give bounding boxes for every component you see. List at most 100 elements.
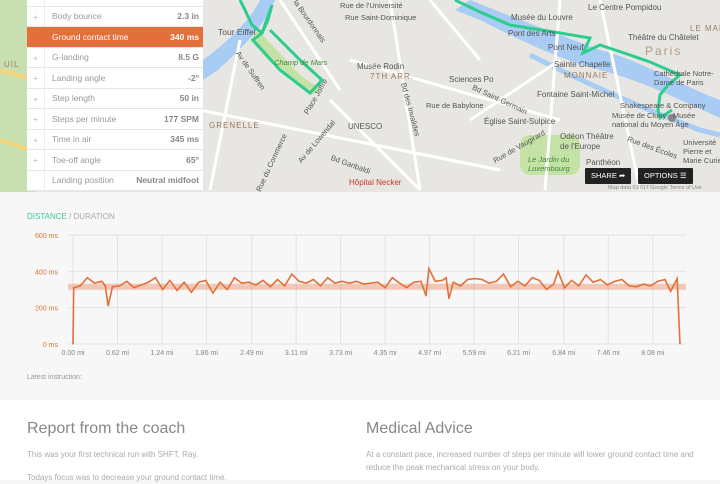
metric-row[interactable]: + G-landing 8.5 G — [27, 47, 203, 68]
data-point — [205, 279, 207, 282]
data-point — [334, 282, 336, 284]
data-point — [107, 305, 109, 307]
map-credit: Map data ©2017 Google Terms of Use — [608, 185, 702, 191]
metric-value: 8.5 G — [178, 52, 199, 63]
menu-icon: ☰ — [679, 171, 687, 180]
x-tick-label: 0.62 mi — [106, 350, 129, 357]
title-separator: / — [66, 212, 74, 221]
map-label: Hôpital Necker — [349, 178, 402, 187]
metric-label: Step length — [52, 93, 96, 104]
metric-label: Steps per minute — [52, 113, 117, 124]
tab-duration[interactable]: DURATION — [73, 212, 115, 221]
x-tick-label: 2.49 mi — [240, 350, 263, 357]
coach-report-line: This was your first technical run with S… — [27, 450, 199, 459]
x-tick-label: 0.00 mi — [62, 350, 85, 357]
map-label: Sciences Po — [449, 75, 494, 84]
data-point — [101, 280, 103, 282]
plus-icon[interactable]: + — [27, 0, 45, 6]
data-point — [79, 285, 81, 287]
x-tick-label: 3.11 mi — [285, 350, 308, 357]
plus-icon[interactable]: + — [27, 6, 45, 26]
metric-row[interactable]: + Landing angle -2° — [27, 68, 203, 89]
data-point — [190, 291, 192, 293]
map-label: Rue de Babylone — [426, 101, 484, 110]
data-point — [226, 288, 228, 291]
data-point — [545, 288, 548, 291]
map-label: Pont Neuf — [548, 43, 584, 52]
plus-icon[interactable]: + — [27, 88, 45, 108]
data-point — [445, 277, 447, 279]
data-point — [291, 273, 293, 275]
data-point — [72, 343, 74, 345]
map-label: Musée de Cluny - Musée national du Moyen… — [612, 111, 696, 129]
medical-advice-title: Medical Advice — [366, 420, 473, 437]
map-label: Musée du Louvre — [511, 13, 573, 22]
data-point — [370, 282, 372, 284]
x-tick-label: 4.35 mi — [374, 350, 397, 357]
data-point — [384, 287, 386, 289]
plus-icon[interactable]: + — [27, 109, 45, 129]
x-tick-label: 8.08 mi — [641, 350, 664, 357]
data-point — [126, 280, 128, 282]
map-label: Pont des Arts — [508, 29, 556, 38]
metric-value: Neutral midfoot — [136, 175, 199, 186]
y-tick-label: 200 ms — [35, 306, 58, 313]
map-label: Panthéon — [586, 158, 621, 167]
map-label: MONNAIE — [564, 71, 609, 80]
latest-instruction: Latest instruction: — [27, 374, 82, 381]
data-point — [406, 287, 408, 289]
metric-value: 65° — [186, 154, 199, 165]
map-label: Église Saint-Sulpice — [484, 117, 556, 126]
data-point — [255, 284, 257, 286]
data-point — [488, 282, 490, 284]
data-point — [538, 279, 540, 282]
medical-advice-text: At a constant pace, increased number of … — [366, 450, 694, 472]
data-point — [169, 279, 171, 282]
map-label: Rue de l'Université — [340, 1, 403, 10]
data-point — [524, 285, 526, 287]
plus-icon[interactable]: + — [27, 68, 45, 88]
metric-row[interactable]: + Step length 50 in — [27, 88, 203, 109]
y-tick-label: 600 ms — [35, 233, 58, 240]
report-section: Report from the coach This was your firs… — [0, 400, 720, 482]
metric-row[interactable]: Landing position Neutral midfoot — [27, 170, 203, 191]
share-button[interactable]: SHARE ➦ — [585, 168, 632, 184]
plus-icon[interactable]: + — [27, 129, 45, 149]
data-point — [269, 286, 271, 288]
data-point — [262, 279, 264, 282]
metric-row[interactable]: + Steps per minute 177 SPM — [27, 109, 203, 130]
data-point — [348, 282, 350, 284]
metric-row[interactable]: +Brake effect20 in — [27, 0, 203, 7]
data-point — [362, 283, 365, 285]
data-point — [298, 280, 300, 282]
x-tick-label: 1.24 mi — [150, 350, 173, 357]
data-point — [327, 277, 329, 279]
map-label: Rue Saint-Dominique — [345, 13, 417, 22]
share-arrow-icon: ➦ — [618, 171, 626, 180]
metric-label: Toe-off angle — [52, 154, 101, 165]
coach-report-title: Report from the coach — [27, 420, 186, 437]
data-point — [147, 281, 149, 283]
map-label: Théâtre du Châtelet — [628, 33, 699, 42]
metric-row[interactable]: Ground contact time 340 ms — [27, 27, 203, 48]
data-point — [553, 283, 555, 285]
options-button[interactable]: OPTIONS ☰ — [638, 168, 693, 184]
data-point — [571, 279, 573, 282]
data-point — [452, 281, 454, 283]
data-point — [398, 282, 401, 284]
metric-row[interactable]: + Time in air 345 ms — [27, 129, 203, 150]
plus-icon[interactable]: + — [27, 47, 45, 67]
tab-distance[interactable]: DISTANCE — [27, 212, 67, 221]
data-point — [592, 281, 594, 283]
data-point — [305, 282, 307, 284]
chart-section: DISTANCE / DURATION 600 ms 400 ms 200 ms 0 … — [0, 196, 720, 400]
metric-row[interactable]: + Toe-off angle 65° — [27, 150, 203, 171]
data-point — [531, 277, 533, 279]
ground-contact-chart: 600 ms 400 ms 200 ms 0 ms0.00 mi 0.62 mi 1.24… — [35, 233, 686, 357]
metric-row[interactable]: + Body bounce 2.3 in — [27, 6, 203, 27]
plus-icon[interactable]: + — [27, 150, 45, 170]
x-tick-label: 1.86 mi — [195, 350, 218, 357]
data-point — [670, 290, 672, 292]
map-label: UIL — [4, 60, 20, 69]
